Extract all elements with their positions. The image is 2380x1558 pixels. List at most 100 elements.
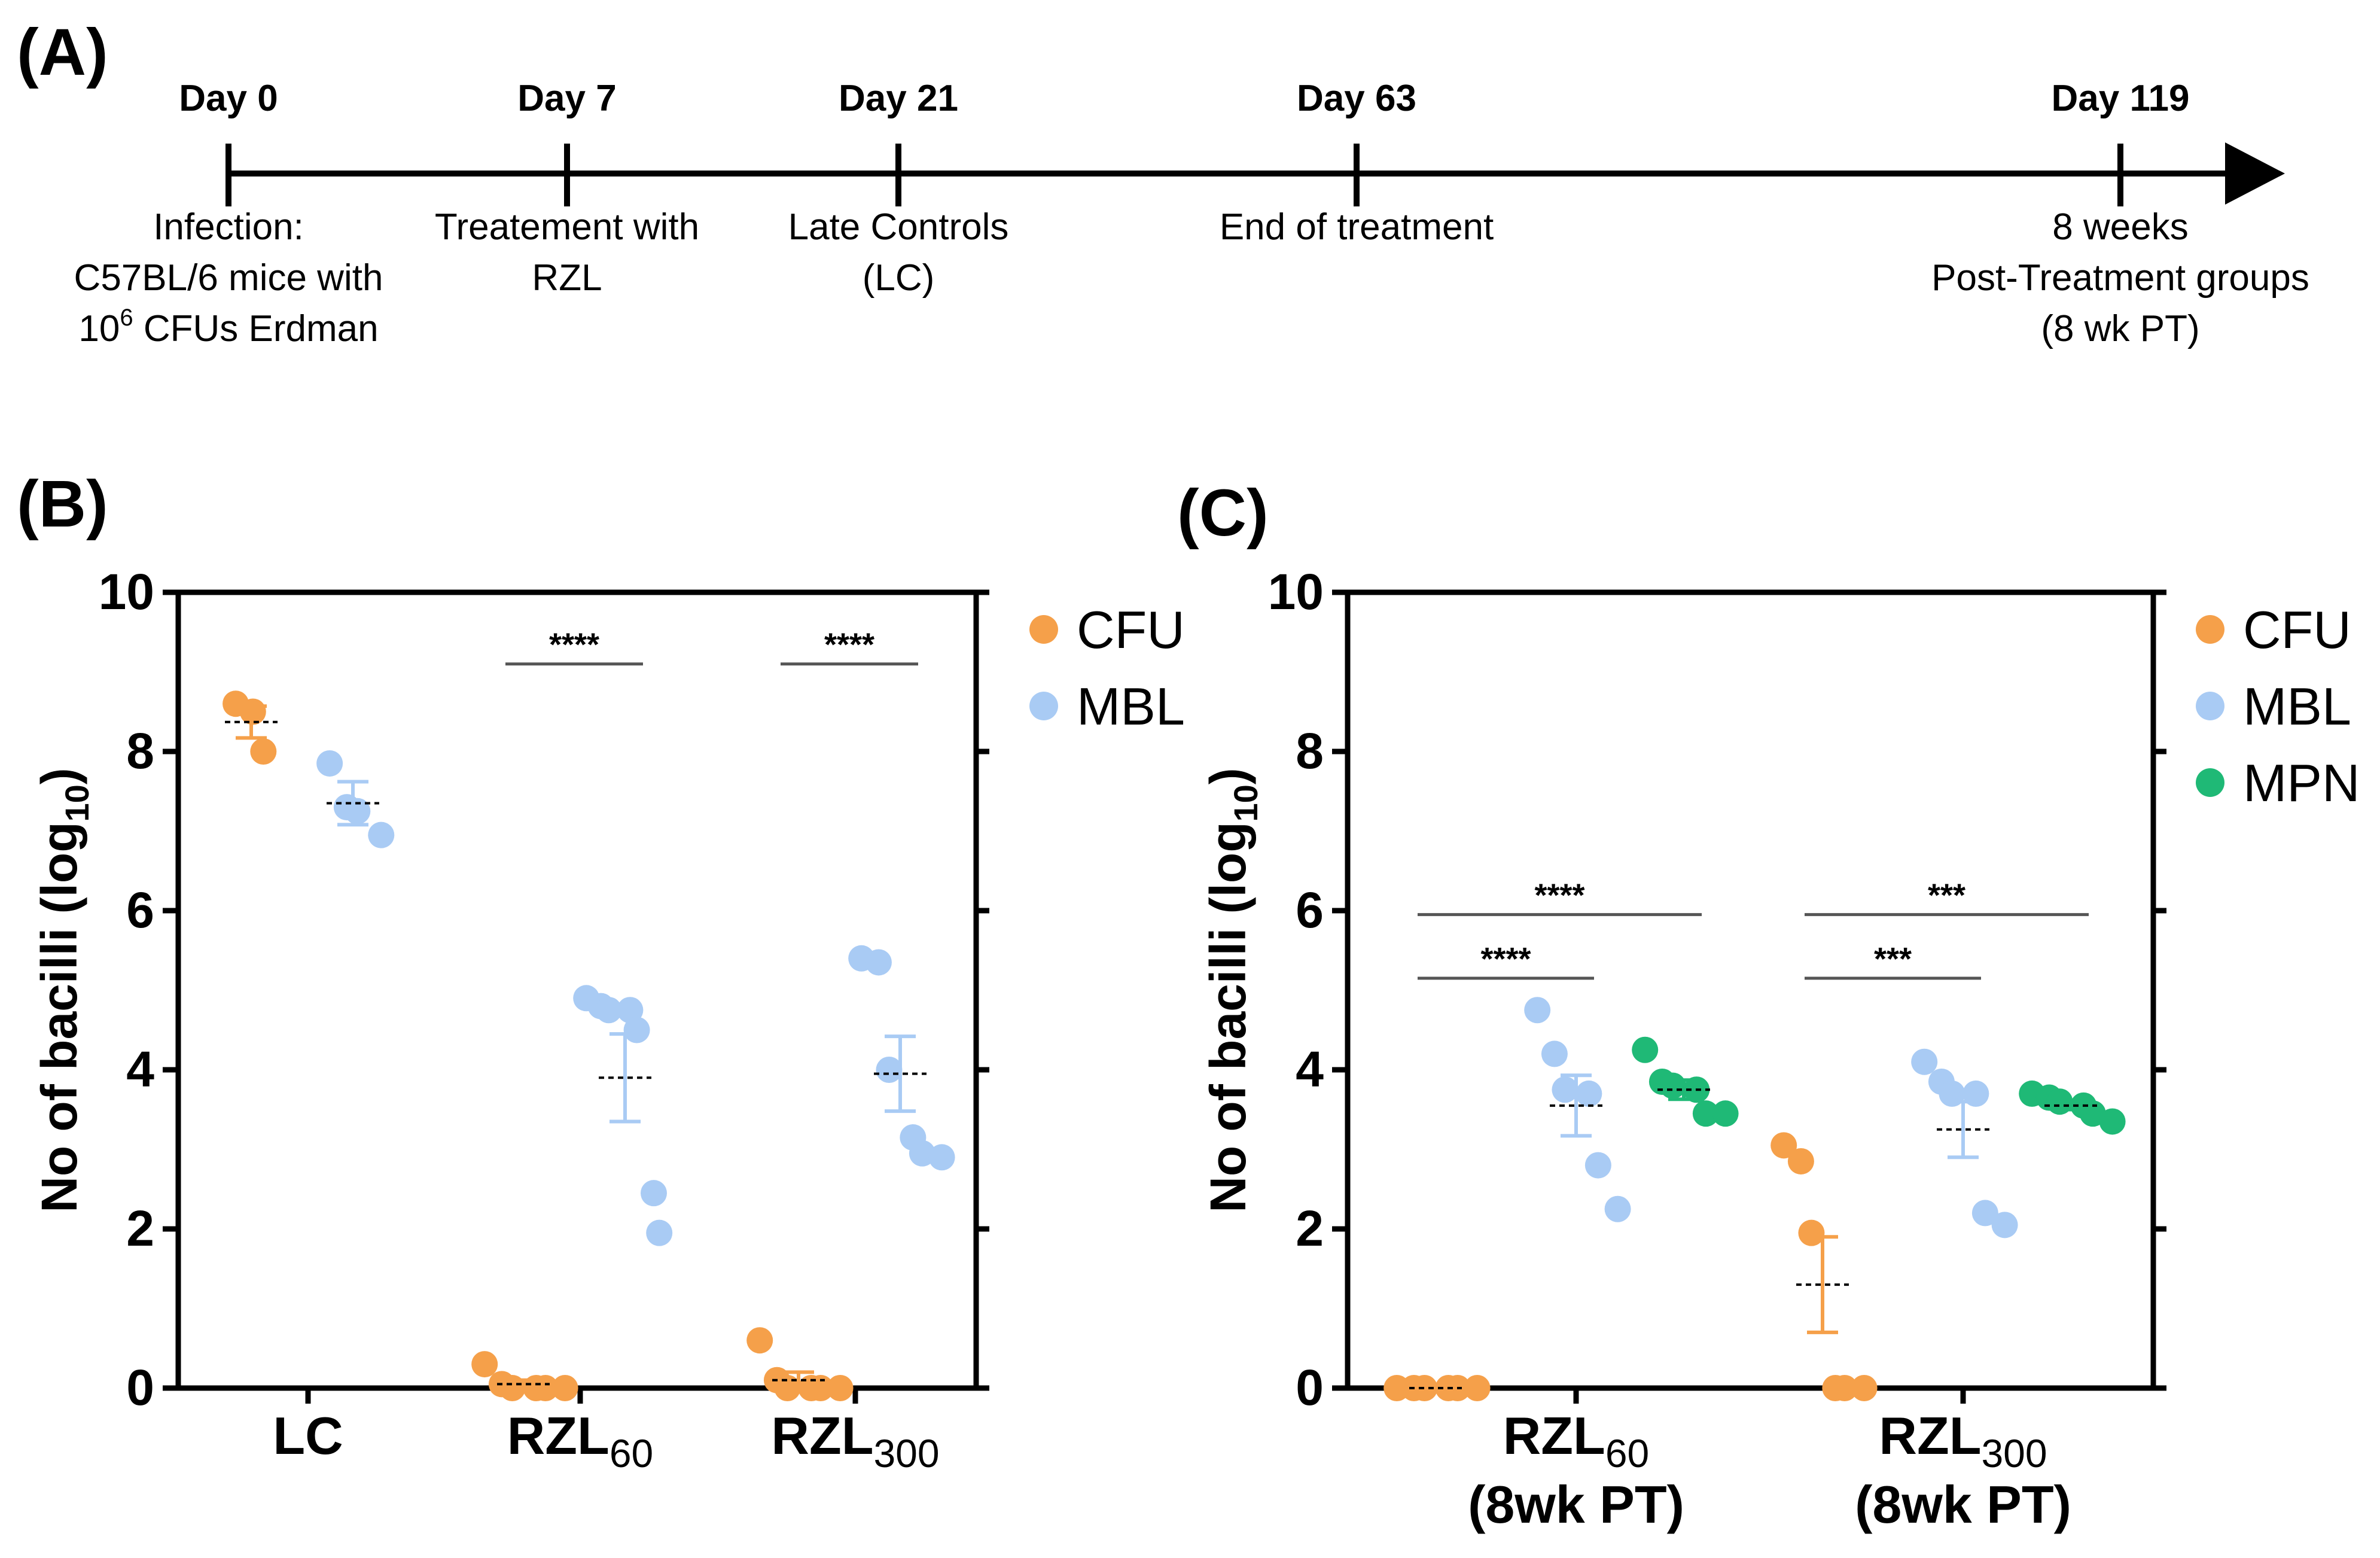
data-point-cfu	[1787, 1148, 1814, 1174]
data-point-mbl	[646, 1219, 673, 1246]
data-point-cfu	[1464, 1375, 1491, 1401]
legend-label: MPN	[2243, 753, 2360, 813]
y-axis-label-close: )	[1200, 768, 1256, 784]
timeline-arrowhead	[2225, 142, 2285, 205]
timeline-day-label: Day 63	[1297, 78, 1416, 119]
y-tick-label: 2	[1296, 1200, 1324, 1256]
y-tick-label: 6	[126, 882, 154, 938]
timeline-desc-line: 106 CFUs Erdman	[78, 305, 378, 349]
timeline-day-label: Day 21	[839, 78, 958, 119]
timeline-day-label: Day 119	[2052, 78, 2190, 119]
panel-label-a: (A)	[17, 16, 108, 89]
x-tick-label: RZL300	[1879, 1406, 2047, 1475]
significance-label: ****	[549, 627, 599, 663]
timeline-desc-line: Post-Treatment groups	[1931, 257, 2309, 299]
legend-label: MBL	[1077, 677, 1185, 736]
data-point-mpn	[1712, 1100, 1739, 1127]
y-tick-label: 8	[1296, 723, 1324, 779]
timeline-desc-line: Treatement with	[435, 206, 699, 248]
legend-marker-cfu	[2196, 615, 2224, 644]
data-point-mbl	[368, 821, 395, 848]
significance-label: ***	[1928, 878, 1965, 914]
significance-label: ****	[1480, 941, 1531, 977]
data-point-cfu	[250, 738, 277, 765]
x-tick-label-text: RZL	[1503, 1406, 1605, 1465]
timeline-desc-line: C57BL/6 mice with	[74, 257, 383, 299]
legend-label: CFU	[1077, 600, 1185, 659]
timeline-desc-line: (LC)	[863, 257, 935, 299]
data-point-mbl	[344, 798, 371, 824]
data-point-mbl	[1524, 997, 1551, 1024]
data-point-mpn	[1632, 1036, 1659, 1063]
timeline-desc-line: RZL	[532, 257, 602, 299]
y-axis-label-subscript: 10	[58, 784, 96, 821]
legend-label: CFU	[2243, 600, 2351, 659]
data-point-cfu	[827, 1375, 854, 1401]
timeline-desc-part: CFUs Erdman	[133, 308, 379, 349]
y-tick-label: 0	[1296, 1359, 1324, 1416]
x-tick-label-text: LC	[273, 1406, 343, 1465]
timeline-desc-line: Infection:	[153, 206, 304, 248]
data-point-cfu	[1831, 1375, 1858, 1401]
y-axis-label: No of bacilli (log10)	[31, 768, 96, 1213]
y-tick-label: 6	[1296, 882, 1324, 938]
data-point-mbl	[641, 1180, 667, 1207]
timeline-day-label: Day 7	[517, 78, 616, 119]
data-point-cfu	[499, 1375, 526, 1401]
legend-marker-mpn	[2196, 768, 2224, 797]
timeline-desc-line: 8 weeks	[2052, 206, 2188, 248]
panel-label-b: (B)	[17, 467, 108, 541]
data-point-mpn	[1692, 1100, 1719, 1127]
data-point-mbl	[1604, 1195, 1631, 1222]
data-point-mbl	[928, 1144, 955, 1171]
y-axis-label: No of bacilli (log10)	[1200, 768, 1264, 1213]
y-tick-label: 2	[126, 1200, 154, 1256]
timeline-desc-superscript: 6	[120, 305, 133, 331]
data-point-mbl	[316, 750, 343, 777]
data-point-mbl	[1971, 1200, 1998, 1227]
data-point-cfu	[551, 1375, 578, 1401]
x-tick-label-subscript: 300	[1981, 1431, 2047, 1475]
data-point-mpn	[1659, 1072, 1686, 1099]
y-tick-label: 8	[126, 723, 154, 779]
x-tick-label-text: RZL	[1879, 1406, 1981, 1465]
x-tick-label-text: RZL	[771, 1406, 873, 1465]
significance-label: ****	[1534, 878, 1584, 914]
timeline: Day 0 Infection: C57BL/6 mice with 106 CFUs…	[74, 78, 2309, 349]
data-point-mbl	[623, 1017, 650, 1043]
timeline-desc-line: (8 wk PT)	[2041, 308, 2199, 349]
data-point-mbl	[1541, 1040, 1568, 1067]
timeline-desc-part: 10	[78, 308, 120, 349]
x-tick-label: RZL60	[1503, 1406, 1649, 1475]
y-axis-label-close: )	[31, 768, 87, 784]
data-point-mbl	[1911, 1048, 1938, 1075]
y-axis-label-text: No of bacilli (log	[1200, 821, 1256, 1212]
significance-label: ***	[1874, 941, 1912, 977]
timeline-desc-line: Late Controls	[788, 206, 1009, 248]
data-point-cfu	[1798, 1219, 1825, 1246]
x-tick-label-line2: (8wk PT)	[1468, 1475, 1684, 1534]
data-point-mbl	[1962, 1080, 1989, 1107]
x-tick-label-subscript: 60	[1605, 1431, 1649, 1475]
data-point-mbl	[1552, 1076, 1578, 1103]
x-tick-label: RZL300	[771, 1406, 939, 1475]
y-tick-label: 0	[126, 1359, 154, 1416]
timeline-day-label: Day 0	[179, 78, 278, 119]
x-tick-label-line2: (8wk PT)	[1855, 1475, 2071, 1534]
data-point-mbl	[1576, 1080, 1602, 1107]
x-tick-label-text: RZL	[507, 1406, 610, 1465]
data-point-mpn	[2099, 1108, 2126, 1135]
data-point-cfu	[239, 698, 266, 725]
data-point-mbl	[876, 1057, 903, 1083]
y-axis-label-text: No of bacilli (log	[31, 821, 87, 1212]
y-tick-label: 4	[126, 1041, 154, 1097]
data-point-mbl	[865, 949, 892, 976]
data-point-mbl	[1939, 1080, 1965, 1107]
y-tick-label: 10	[1268, 564, 1324, 620]
data-point-cfu	[471, 1351, 498, 1378]
y-axis-label-subscript: 10	[1227, 784, 1264, 821]
panel-label-c: (C)	[1177, 476, 1269, 550]
